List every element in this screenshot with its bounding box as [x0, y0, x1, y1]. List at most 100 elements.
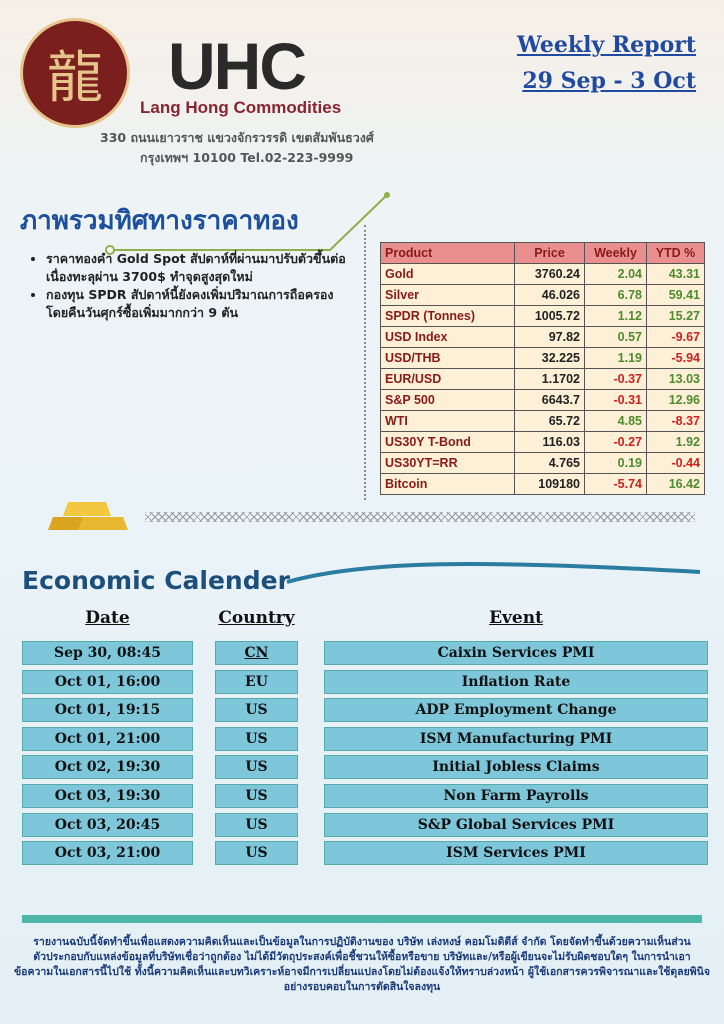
product-cell: USD Index: [380, 326, 515, 348]
footer-bar: [22, 915, 702, 923]
table-row: USD/THB 32.225 1.19 -5.94: [380, 347, 705, 369]
product-cell: SPDR (Tonnes): [380, 305, 515, 327]
product-cell: USD/THB: [380, 347, 515, 369]
price-cell: 1.1702: [514, 368, 585, 390]
col-weekly: Weekly: [584, 242, 647, 264]
product-cell: EUR/USD: [380, 368, 515, 390]
product-cell: WTI: [380, 410, 515, 432]
ytd-cell: 1.92: [646, 431, 705, 453]
calendar-event-cell: ADP Employment Change: [324, 698, 708, 723]
calendar-date-cell: Sep 30, 08:45: [22, 641, 193, 665]
weekly-cell: 1.12: [584, 305, 647, 327]
gold-overview-title: ภาพรวมทิศทางราคาทอง: [20, 206, 299, 236]
gold-bars-icon: [48, 502, 128, 530]
dragon-seal-logo: 龍: [20, 18, 130, 128]
table-row: Gold 3760.24 2.04 43.31: [380, 263, 705, 285]
calendar-date-cell: Oct 03, 20:45: [22, 812, 193, 837]
ytd-cell: 13.03: [646, 368, 705, 390]
weekly-cell: 6.78: [584, 284, 647, 306]
weekly-cell: -0.27: [584, 431, 647, 453]
calendar-event-cell: Caixin Services PMI: [324, 641, 708, 665]
decorative-divider: [145, 512, 695, 522]
col-ytd: YTD %: [646, 242, 705, 264]
col-price: Price: [514, 242, 585, 264]
ytd-cell: -9.67: [646, 326, 705, 348]
header-event: Event: [489, 608, 543, 628]
calendar-date-cell: Oct 01, 19:15: [22, 698, 193, 723]
price-cell: 1005.72: [514, 305, 585, 327]
product-cell: US30Y T-Bond: [380, 431, 515, 453]
ytd-cell: -0.44: [646, 452, 705, 474]
price-cell: 116.03: [514, 431, 585, 453]
product-cell: S&P 500: [380, 389, 515, 411]
price-cell: 32.225: [514, 347, 585, 369]
table-row: S&P 500 6643.7 -0.31 12.96: [380, 389, 705, 411]
ytd-cell: -8.37: [646, 410, 705, 432]
calendar-date-cell: Oct 01, 16:00: [22, 669, 193, 694]
weekly-cell: 0.57: [584, 326, 647, 348]
weekly-cell: -0.37: [584, 368, 647, 390]
weekly-cell: -0.31: [584, 389, 647, 411]
ytd-cell: 12.96: [646, 389, 705, 411]
price-cell: 4.765: [514, 452, 585, 474]
table-row: US30Y T-Bond 116.03 -0.27 1.92: [380, 431, 705, 453]
price-cell: 109180: [514, 473, 585, 495]
product-cell: Bitcoin: [380, 473, 515, 495]
calendar-date-cell: Oct 02, 19:30: [22, 755, 193, 780]
table-row: SPDR (Tonnes) 1005.72 1.12 15.27: [380, 305, 705, 327]
price-cell: 3760.24: [514, 263, 585, 285]
calendar-country-cell: EU: [215, 669, 298, 694]
company-name: Lang Hong Commodities: [140, 98, 342, 117]
bullet-item: กองทุน SPDR สัปดาห์นี้ยังคงเพิ่มปริมาณกา…: [46, 286, 350, 322]
price-cell: 46.026: [514, 284, 585, 306]
report-title: Weekly Report: [516, 32, 696, 58]
header-date: Date: [85, 608, 130, 628]
price-table: Product Price Weekly YTD % Gold 3760.24 2.…: [380, 242, 705, 495]
table-row: Bitcoin 109180 -5.74 16.42: [380, 473, 705, 495]
header-country: Country: [218, 608, 295, 628]
table-row: USD Index 97.82 0.57 -9.67: [380, 326, 705, 348]
price-cell: 65.72: [514, 410, 585, 432]
calendar-country-cell: US: [215, 812, 298, 837]
ytd-cell: 59.41: [646, 284, 705, 306]
price-cell: 6643.7: [514, 389, 585, 411]
address-line-2: กรุงเทพฯ 10100 Tel.02-223-9999: [140, 150, 354, 165]
report-dates: 29 Sep - 3 Oct: [522, 68, 696, 94]
ytd-cell: 15.27: [646, 305, 705, 327]
calendar-country-cell: US: [215, 755, 298, 780]
decorative-border: [364, 225, 372, 500]
calendar-event-cell: Non Farm Payrolls: [324, 784, 708, 808]
calendar-date-cell: Oct 03, 19:30: [22, 784, 193, 808]
economic-calendar-title: Economic Calender: [22, 566, 290, 595]
product-cell: Silver: [380, 284, 515, 306]
calendar-event-cell: ISM Services PMI: [324, 841, 708, 866]
calendar-country-cell: US: [215, 698, 298, 723]
table-row: Silver 46.026 6.78 59.41: [380, 284, 705, 306]
weekly-cell: 1.19: [584, 347, 647, 369]
table-header-row: Product Price Weekly YTD %: [380, 242, 705, 264]
product-cell: US30YT=RR: [380, 452, 515, 474]
weekly-cell: 4.85: [584, 410, 647, 432]
weekly-cell: 0.19: [584, 452, 647, 474]
disclaimer: รายงานฉบับนี้จัดทำขึ้นเพื่อแสดงความคิดเห…: [14, 936, 711, 993]
ytd-cell: 43.31: [646, 263, 705, 285]
calendar-country-cell: US: [215, 841, 298, 866]
calendar-country-cell: CN: [215, 641, 298, 665]
table-row: US30YT=RR 4.765 0.19 -0.44: [380, 452, 705, 474]
calendar-country-cell: US: [215, 726, 298, 751]
product-cell: Gold: [380, 263, 515, 285]
calendar-country-cell: US: [215, 784, 298, 808]
gold-bullets: ราคาทองคำ Gold Spot สัปดาห์ที่ผ่านมาปรับ…: [30, 250, 350, 322]
calendar-date-cell: Oct 03, 21:00: [22, 841, 193, 866]
calendar-event-cell: Initial Jobless Claims: [324, 755, 708, 780]
bullet-item: ราคาทองคำ Gold Spot สัปดาห์ที่ผ่านมาปรับ…: [46, 250, 350, 286]
uhc-logo: UHC: [168, 29, 307, 103]
decorative-line: [105, 192, 390, 255]
calendar-event-cell: Inflation Rate: [324, 669, 708, 694]
ytd-cell: 16.42: [646, 473, 705, 495]
weekly-cell: -5.74: [584, 473, 647, 495]
address-line-1: 330 ถนนเยาวราช แขวงจักรวรรดิ เขตสัมพันธว…: [100, 130, 374, 145]
table-row: WTI 65.72 4.85 -8.37: [380, 410, 705, 432]
price-cell: 97.82: [514, 326, 585, 348]
col-product: Product: [380, 242, 515, 264]
